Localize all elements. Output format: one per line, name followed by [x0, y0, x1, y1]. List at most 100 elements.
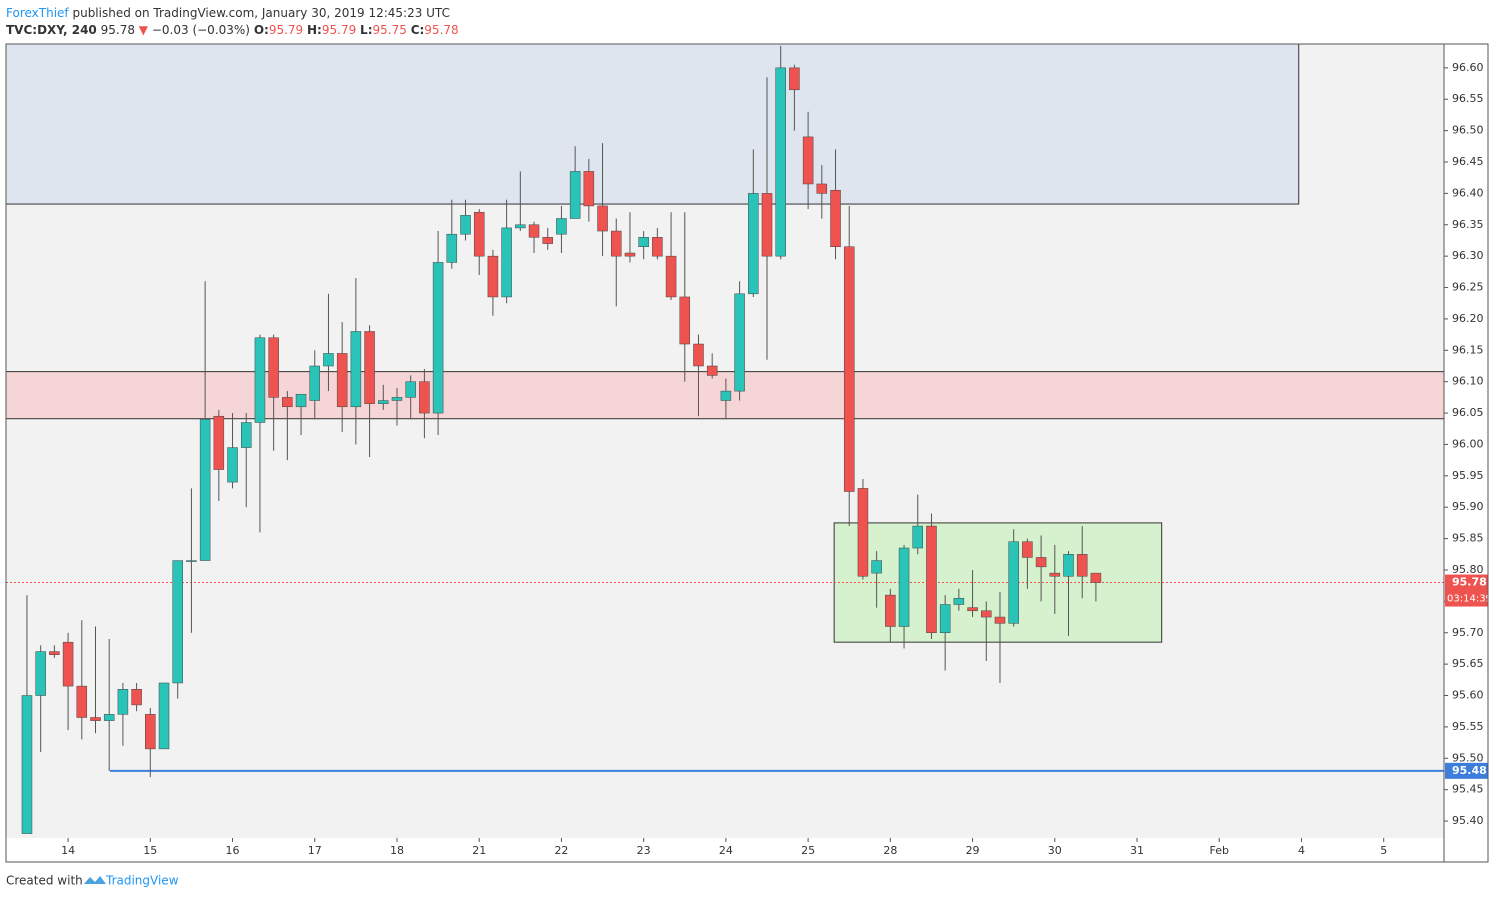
published: published on TradingView.com, January 30…: [72, 6, 449, 20]
candle-body: [679, 296, 691, 345]
x-tick-label: 23: [637, 844, 651, 857]
zone: [5, 43, 1300, 205]
candle-body: [268, 337, 279, 398]
x-tick-label: 15: [143, 844, 157, 857]
y-tick-label: 96.05: [1452, 406, 1484, 419]
candle-body: [103, 714, 115, 721]
candle-body: [816, 183, 828, 194]
candle-body: [323, 353, 334, 367]
y-tick-label: 95.85: [1452, 532, 1484, 545]
h-value: 95.79: [322, 23, 356, 37]
candle-body: [419, 381, 430, 414]
footer-brand[interactable]: TradingView: [105, 874, 179, 888]
candle-body: [199, 419, 211, 561]
o-label: O:: [254, 23, 269, 37]
c-label: C:: [411, 23, 425, 37]
candle-body: [843, 246, 855, 492]
h-label: H:: [307, 23, 322, 37]
axes: 95.4095.4595.5095.5595.6095.6595.7095.75…: [61, 61, 1492, 857]
candle-body: [90, 717, 101, 721]
candle-body: [227, 447, 238, 483]
candle-body: [254, 337, 266, 423]
y-tick-label: 95.60: [1452, 689, 1484, 702]
candle-body: [240, 422, 252, 448]
y-tick-label: 95.95: [1452, 469, 1484, 482]
candle-body: [994, 616, 1006, 624]
candle-body: [652, 237, 663, 257]
y-tick-label: 96.45: [1452, 155, 1484, 168]
y-tick-label: 95.70: [1452, 626, 1484, 639]
y-tick-label: 96.30: [1452, 249, 1484, 262]
candle-body: [1076, 554, 1088, 577]
x-tick-label: Feb: [1210, 844, 1229, 857]
y-tick-label: 95.90: [1452, 500, 1484, 513]
candle-body: [158, 682, 170, 750]
time-axis: [6, 838, 1444, 862]
y-tick-label: 95.65: [1452, 657, 1484, 670]
candle-body: [953, 597, 965, 605]
candle-body: [432, 262, 444, 414]
author[interactable]: ForexThief: [6, 6, 69, 20]
y-tick-label: 96.60: [1452, 61, 1484, 74]
candle-body: [624, 252, 636, 257]
x-tick-label: 24: [719, 844, 733, 857]
candle-body: [1049, 572, 1061, 577]
x-tick-label: 25: [801, 844, 815, 857]
l-value: 95.75: [373, 23, 407, 37]
x-tick-label: 29: [966, 844, 980, 857]
x-tick-label: 31: [1130, 844, 1144, 857]
x-tick-label: 18: [390, 844, 404, 857]
candle-body: [473, 211, 485, 257]
y-tick-label: 96.25: [1452, 281, 1484, 294]
y-tick-label: 95.55: [1452, 720, 1484, 733]
candle-body: [597, 205, 608, 232]
change: −0.03 (−0.03%): [152, 23, 250, 37]
candle-body: [556, 218, 567, 235]
candle-body: [336, 353, 348, 408]
plot: [5, 43, 1445, 834]
candle-body: [775, 67, 786, 257]
candle-body: [391, 397, 403, 401]
candle-body: [76, 685, 88, 718]
candle-body: [939, 604, 951, 634]
y-tick-label: 95.45: [1452, 783, 1484, 796]
symbol-line: TVC:DXY, 240 95.78 ▼ −0.03 (−0.03%) O:95…: [6, 23, 459, 37]
y-tick-label: 95.80: [1452, 563, 1484, 576]
countdown-label: 03:14:39: [1447, 594, 1492, 605]
candle-body: [583, 171, 595, 207]
symbol: TVC:DXY, 240: [6, 23, 97, 37]
x-tick-label: 30: [1048, 844, 1062, 857]
candle-body: [145, 714, 156, 750]
candle-body: [117, 688, 129, 715]
candle-body: [638, 237, 649, 247]
candle-body: [967, 607, 978, 612]
candle-body: [487, 255, 499, 298]
y-tick-label: 95.40: [1452, 814, 1484, 827]
arrow: ▼: [139, 23, 149, 37]
candle-body: [1035, 557, 1047, 568]
candle-body: [981, 610, 992, 618]
frame: [5, 43, 1489, 863]
candle-body: [611, 230, 622, 257]
candle-body: [542, 237, 553, 244]
last-price-label: 95.78: [1452, 576, 1487, 589]
candle-body: [295, 393, 307, 408]
candle-body: [1090, 572, 1102, 583]
x-tick-label: 17: [308, 844, 322, 857]
candle-body: [1022, 541, 1033, 558]
x-tick-label: 14: [61, 844, 75, 857]
price-axis: [1444, 44, 1488, 862]
candle-body: [926, 525, 937, 634]
candle-body: [21, 695, 33, 834]
candle-body: [62, 641, 74, 687]
candle-body: [186, 560, 197, 562]
candle-body: [49, 651, 60, 655]
y-tick-label: 96.00: [1452, 437, 1484, 450]
candle-body: [748, 193, 759, 295]
x-tick-label: 4: [1298, 844, 1305, 857]
candle-body: [528, 224, 540, 238]
candle-body: [364, 331, 375, 404]
candle-body: [802, 136, 814, 185]
